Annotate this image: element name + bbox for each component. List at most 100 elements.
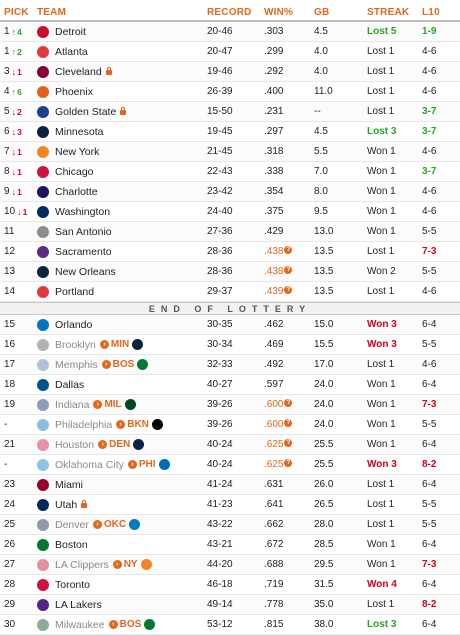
team-name[interactable]: Denver: [55, 518, 89, 531]
header-team[interactable]: TEAM: [37, 7, 67, 18]
team-cell[interactable]: Washington: [37, 205, 207, 218]
table-row[interactable]: - Philadelphia › BKN 39-26.600? 24.0 Won 1 5-5: [0, 415, 460, 435]
tiebreak-info-icon[interactable]: ?: [284, 266, 293, 274]
tiebreak-info-icon[interactable]: ?: [284, 439, 293, 447]
team-cell[interactable]: Minnesota: [37, 125, 207, 138]
team-name[interactable]: Utah: [55, 498, 78, 511]
table-row[interactable]: 4 ↑6 Phoenix 26-39 .400 11.0 Lost 1 4-6: [0, 82, 460, 102]
team-name[interactable]: Atlanta: [55, 45, 88, 58]
team-name[interactable]: Indiana: [55, 398, 90, 411]
team-name[interactable]: San Antonio: [55, 225, 112, 238]
team-cell[interactable]: Chicago: [37, 165, 207, 178]
team-cell[interactable]: Toronto: [37, 578, 207, 591]
traded-pick[interactable]: › NY: [112, 559, 152, 570]
table-row[interactable]: 10 ↓1 Washington 24-40 .375 9.5 Won 1 4-6: [0, 202, 460, 222]
team-cell[interactable]: LA Clippers › NY: [37, 558, 207, 571]
team-name[interactable]: Charlotte: [55, 185, 98, 198]
table-row[interactable]: 3 ↓1 Cleveland 19-46 .292 4.0 Lost 1 4-6: [0, 62, 460, 82]
team-cell[interactable]: Miami: [37, 478, 207, 491]
traded-pick[interactable]: › BOS: [101, 359, 149, 370]
team-name[interactable]: Sacramento: [55, 245, 112, 258]
team-cell[interactable]: Orlando: [37, 318, 207, 331]
table-row[interactable]: 6 ↓3 Minnesota 19-45 .297 4.5 Lost 3 3-7: [0, 122, 460, 142]
team-cell[interactable]: Memphis › BOS: [37, 358, 207, 371]
team-cell[interactable]: Houston › DEN: [37, 438, 207, 451]
team-cell[interactable]: San Antonio: [37, 225, 207, 238]
table-row[interactable]: 15 Orlando 30-35 .462 15.0 Won 3 6-4: [0, 315, 460, 335]
team-cell[interactable]: Oklahoma City › PHI: [37, 458, 207, 471]
team-cell[interactable]: Utah: [37, 498, 207, 511]
team-cell[interactable]: Cleveland: [37, 65, 207, 78]
table-row[interactable]: 18 Dallas 40-27 .597 24.0 Won 1 6-4: [0, 375, 460, 395]
team-name[interactable]: Oklahoma City: [55, 458, 124, 471]
team-cell[interactable]: Portland: [37, 285, 207, 298]
tiebreak-info-icon[interactable]: ?: [284, 399, 293, 407]
table-row[interactable]: 17 Memphis › BOS 32-33.492 17.0 Lost 1 4-6: [0, 355, 460, 375]
team-name[interactable]: New York: [55, 145, 100, 158]
team-name[interactable]: Houston: [55, 438, 95, 451]
team-cell[interactable]: Denver › OKC: [37, 518, 207, 531]
team-cell[interactable]: Milwaukee › BOS: [37, 618, 207, 631]
team-cell[interactable]: New York: [37, 145, 207, 158]
team-name[interactable]: Golden State: [55, 105, 117, 118]
team-name[interactable]: Memphis: [55, 358, 98, 371]
tiebreak-info-icon[interactable]: ?: [284, 246, 293, 254]
team-name[interactable]: Chicago: [55, 165, 94, 178]
traded-pick[interactable]: › MIL: [93, 399, 136, 410]
team-name[interactable]: Cleveland: [55, 65, 102, 78]
team-name[interactable]: LA Clippers: [55, 558, 109, 571]
table-row[interactable]: 8 ↓1 Chicago 22-43 .338 7.0 Won 1 3-7: [0, 162, 460, 182]
table-row[interactable]: 14 Portland 29-37.439? 13.5 Lost 1 4-6: [0, 282, 460, 302]
header-record[interactable]: RECORD: [207, 7, 252, 18]
team-name[interactable]: Miami: [55, 478, 83, 491]
team-cell[interactable]: Golden State: [37, 105, 207, 118]
tiebreak-info-icon[interactable]: ?: [284, 459, 293, 467]
table-row[interactable]: 21 Houston › DEN 40-24.625? 25.5 Won 1 6-4: [0, 435, 460, 455]
traded-pick[interactable]: › OKC: [92, 519, 141, 530]
table-row[interactable]: 1 ↑4 Detroit 20-46 .303 4.5 Lost 5 1-9: [0, 22, 460, 42]
table-row[interactable]: 25 Denver › OKC 43-22.662 28.0 Lost 1 5-5: [0, 515, 460, 535]
table-row[interactable]: 24 Utah 41-23 .641 26.5 Lost 1 5-5: [0, 495, 460, 515]
team-name[interactable]: Detroit: [55, 25, 86, 38]
traded-pick[interactable]: › BOS: [108, 619, 156, 630]
table-row[interactable]: 16 Brooklyn › MIN 30-34.469 15.5 Won 3 5-5: [0, 335, 460, 355]
team-cell[interactable]: Detroit: [37, 25, 207, 38]
team-name[interactable]: Phoenix: [55, 85, 93, 98]
team-name[interactable]: LA Lakers: [55, 598, 102, 611]
table-row[interactable]: 19 Indiana › MIL 39-26.600? 24.0 Won 1 7-3: [0, 395, 460, 415]
table-row[interactable]: 26 Boston 43-21 .672 28.5 Won 1 6-4: [0, 535, 460, 555]
team-name[interactable]: Milwaukee: [55, 618, 105, 631]
header-pick[interactable]: PICK: [4, 7, 29, 18]
team-cell[interactable]: Charlotte: [37, 185, 207, 198]
team-cell[interactable]: Boston: [37, 538, 207, 551]
traded-pick[interactable]: › MIN: [99, 339, 144, 350]
header-l10[interactable]: L10: [422, 7, 440, 18]
team-cell[interactable]: Indiana › MIL: [37, 398, 207, 411]
team-cell[interactable]: LA Lakers: [37, 598, 207, 611]
team-cell[interactable]: Brooklyn › MIN: [37, 338, 207, 351]
team-name[interactable]: Orlando: [55, 318, 93, 331]
table-row[interactable]: 7 ↓1 New York 21-45 .318 5.5 Won 1 4-6: [0, 142, 460, 162]
header-gb[interactable]: GB: [314, 7, 330, 18]
team-name[interactable]: Minnesota: [55, 125, 104, 138]
traded-pick[interactable]: › BKN: [116, 419, 163, 430]
team-cell[interactable]: Atlanta: [37, 45, 207, 58]
team-cell[interactable]: Sacramento: [37, 245, 207, 258]
header-win-pct[interactable]: WIN%: [264, 7, 294, 18]
team-name[interactable]: Dallas: [55, 378, 85, 391]
team-name[interactable]: Washington: [55, 205, 111, 218]
table-row[interactable]: 29 LA Lakers 49-14 .778 35.0 Lost 1 8-2: [0, 595, 460, 615]
tiebreak-info-icon[interactable]: ?: [284, 419, 293, 427]
traded-pick[interactable]: › DEN: [98, 439, 145, 450]
table-row[interactable]: 1 ↑2 Atlanta 20-47 .299 4.0 Lost 1 4-6: [0, 42, 460, 62]
table-row[interactable]: 12 Sacramento 28-36.438? 13.5 Lost 1 7-3: [0, 242, 460, 262]
team-cell[interactable]: Phoenix: [37, 85, 207, 98]
team-name[interactable]: Philadelphia: [55, 418, 113, 431]
traded-pick[interactable]: › PHI: [127, 459, 170, 470]
team-name[interactable]: New Orleans: [55, 265, 116, 278]
team-name[interactable]: Boston: [55, 538, 88, 551]
team-cell[interactable]: Philadelphia › BKN: [37, 418, 207, 431]
table-row[interactable]: 5 ↓2 Golden State 15-50 .231 -- Lost 1 3-7: [0, 102, 460, 122]
team-name[interactable]: Portland: [55, 285, 95, 298]
table-row[interactable]: 11 San Antonio 27-36 .429 13.0 Won 1 5-5: [0, 222, 460, 242]
